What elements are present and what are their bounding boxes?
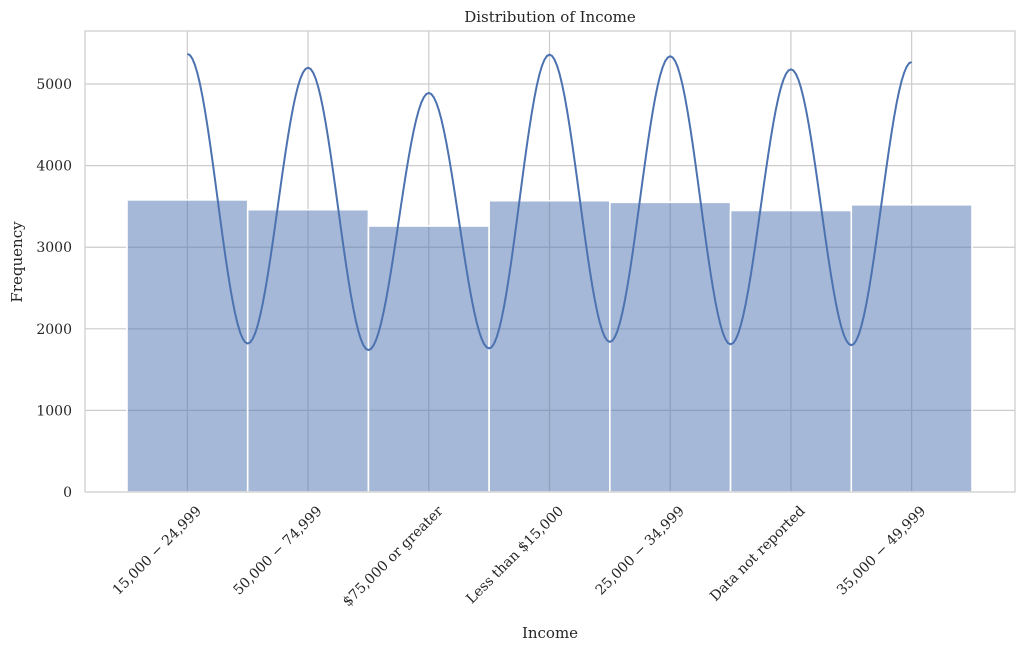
y-tick-label: 3000 bbox=[36, 240, 72, 256]
x-tick-label: Data not reported bbox=[707, 503, 808, 604]
y-tick-label: 0 bbox=[63, 485, 72, 501]
bars bbox=[126, 199, 973, 493]
y-tick-label: 5000 bbox=[36, 77, 72, 93]
x-tick-label: 50,000 − 74,999 bbox=[231, 503, 326, 598]
histogram-bar bbox=[246, 208, 370, 493]
plot-frame bbox=[84, 30, 1016, 493]
histogram-bar bbox=[367, 225, 490, 493]
y-tick-label: 4000 bbox=[36, 159, 72, 175]
kde-curve-group bbox=[186, 52, 913, 352]
x-tick-label: $75,000 or greater bbox=[340, 503, 447, 610]
histogram-bar bbox=[488, 199, 611, 493]
x-tick-label: Less than $15,000 bbox=[463, 503, 567, 607]
histogram-bar bbox=[729, 209, 853, 493]
x-tick-label: 35,000 − 49,999 bbox=[834, 503, 929, 598]
y-axis-label: Frequency bbox=[8, 221, 26, 303]
histogram-bar bbox=[609, 201, 732, 493]
y-tick-label: 2000 bbox=[36, 322, 72, 338]
chart-title: Distribution of Income bbox=[464, 8, 636, 26]
y-tick-label: 1000 bbox=[36, 403, 72, 419]
x-tick-label: 25,000 − 34,999 bbox=[593, 503, 688, 598]
kde-curve bbox=[186, 52, 913, 352]
y-tick-labels: 0 1000 2000 3000 4000 5000 bbox=[36, 77, 72, 501]
x-axis-label: Income bbox=[522, 624, 578, 642]
histogram-bar bbox=[126, 199, 249, 493]
x-tick-label: 15,000 − 24,999 bbox=[110, 503, 205, 598]
histogram-bar bbox=[850, 203, 973, 493]
x-tick-labels: 15,000 − 24,999 50,000 − 74,999 $75,000 or… bbox=[110, 503, 929, 610]
